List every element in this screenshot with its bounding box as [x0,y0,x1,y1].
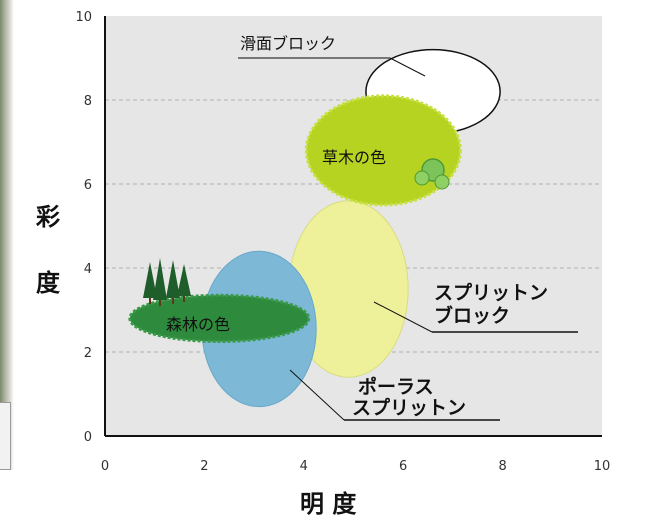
tree-icon [177,264,191,296]
tree-icon [166,260,180,298]
axes [104,16,602,437]
x-tick-label: 10 [594,459,611,474]
callout-lines [238,57,578,421]
regions [128,48,501,408]
y-axis-title-1: 彩度 [35,203,61,297]
x-tick-label: 2 [200,459,208,474]
y-tick-label: 2 [84,346,92,361]
y-axis-title-char: 彩 [35,203,60,231]
leaf-icon [434,174,450,190]
x-tick-label: 6 [399,459,407,474]
region-4 [128,293,311,343]
tree-icon [153,258,167,300]
leaf-icon [414,170,430,186]
y-tick-label: 6 [84,178,92,193]
region-label-splitton-2: ブロック [434,304,510,327]
region-label-porous-1: ポーラス [358,375,434,398]
decorations [143,158,450,306]
x-tick-label: 8 [498,459,506,474]
x-axis-title: 明 度 [300,490,357,518]
region-label-sliding: 滑面ブロック [240,34,336,53]
tick-labels: 0 2 4 6 8 10 0 2 4 6 8 10 [75,10,610,474]
x-tick-label: 0 [101,459,109,474]
x-tick-label: 4 [300,459,308,474]
y-tick-label: 0 [84,430,92,445]
region-label-porous-2: スプリットン [352,396,466,419]
tree-icon [143,262,157,298]
callout-leader [289,369,345,421]
y-axis-title-char: 度 [36,269,61,297]
region-label-splitton-1: スプリットン [434,281,548,304]
region-label-forest: 森林の色 [166,315,230,334]
callout-leader [389,57,426,77]
photo-frame [0,402,11,470]
y-tick-label: 8 [84,94,92,109]
region-label-plants: 草木の色 [322,148,386,167]
y-tick-label: 10 [75,10,92,25]
y-tick-label: 4 [84,262,92,277]
callout-leader [373,301,433,333]
photo-strip [0,0,14,470]
